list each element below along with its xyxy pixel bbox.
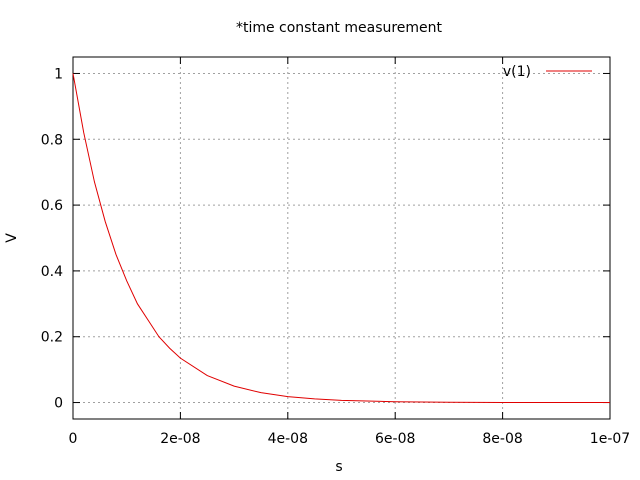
y-tick-label: 0	[54, 396, 63, 412]
axis-ticks: 0 2e-08 4e-08 6e-08 8e-08 1e-07 0 0.2 0.4 0.6 0.8 1	[41, 57, 630, 447]
x-tick-label: 1e-07	[590, 431, 630, 447]
y-axis-label: V	[4, 233, 20, 243]
legend: v(1)	[503, 64, 592, 80]
y-tick-label: 1	[54, 66, 63, 82]
x-tick-label: 2e-08	[160, 431, 200, 447]
y-tick-label: 0.8	[41, 132, 63, 148]
series-line	[72, 73, 611, 404]
x-tick-label: 0	[69, 431, 78, 447]
legend-label: v(1)	[503, 64, 531, 80]
y-tick-label: 0.2	[41, 330, 63, 346]
chart-title: *time constant measurement	[236, 20, 443, 36]
y-tick-label: 0.6	[41, 198, 63, 214]
y-tick-label: 0.4	[41, 264, 63, 280]
series-layer	[72, 73, 611, 404]
plot-frame	[72, 56, 611, 420]
grid-lines	[73, 57, 610, 419]
x-tick-label: 4e-08	[268, 431, 308, 447]
x-tick-label: 8e-08	[482, 431, 522, 447]
x-tick-label: 6e-08	[375, 431, 415, 447]
x-axis-label: s	[335, 459, 342, 475]
